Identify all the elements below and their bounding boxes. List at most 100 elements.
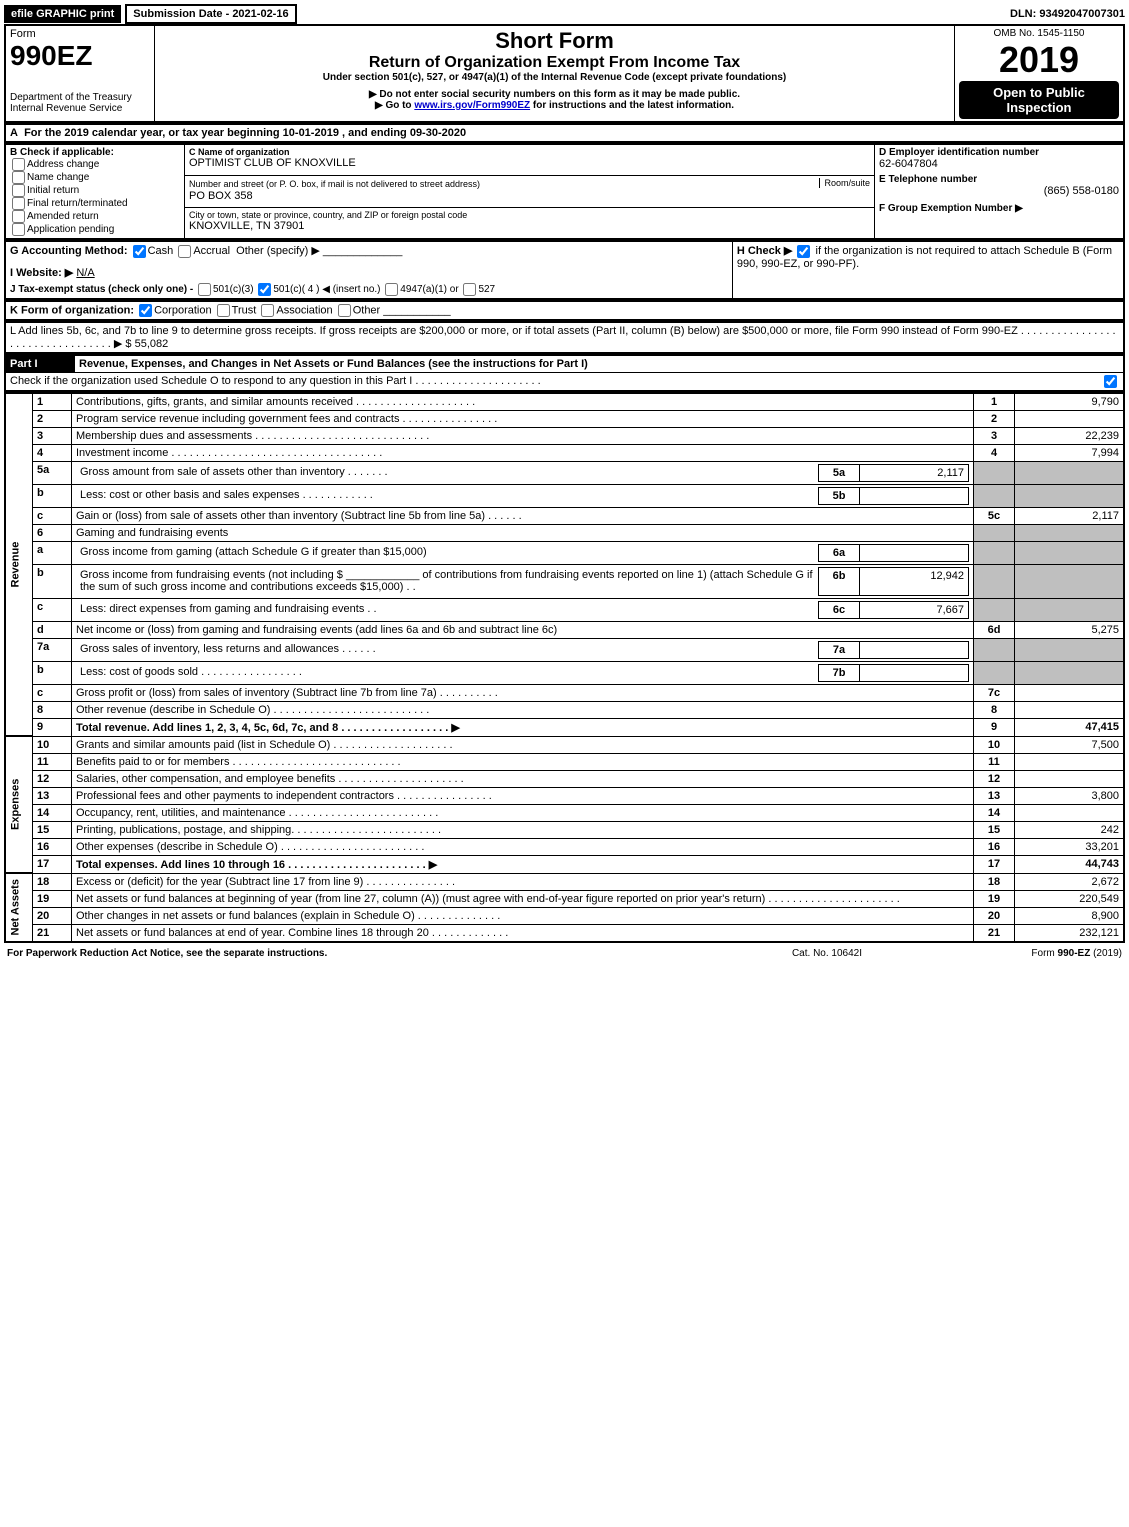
checkbox-final-return[interactable] xyxy=(12,197,25,210)
line-number: 6 xyxy=(33,524,72,541)
line-number: a xyxy=(33,541,72,564)
line-value: 2,117 xyxy=(1015,507,1125,524)
line-value: 2,672 xyxy=(1015,873,1125,890)
city-value: KNOXVILLE, TN 37901 xyxy=(189,220,870,232)
line-j-label: J Tax-exempt status (check only one) - xyxy=(10,284,196,295)
line-value xyxy=(1015,461,1125,484)
form-subtitle: Return of Organization Exempt From Incom… xyxy=(159,54,950,72)
table-row: cGross profit or (loss) from sales of in… xyxy=(5,684,1124,701)
line-description: Gaming and fundraising events xyxy=(72,524,974,541)
line-number: c xyxy=(33,598,72,621)
line-value xyxy=(1015,804,1125,821)
checkbox-association[interactable] xyxy=(261,304,274,317)
line-key: 21 xyxy=(974,924,1015,942)
line-key: 15 xyxy=(974,821,1015,838)
line-value: 47,415 xyxy=(1015,718,1125,736)
line-value xyxy=(1015,484,1125,507)
irs-link[interactable]: www.irs.gov/Form990EZ xyxy=(414,100,530,111)
checkbox-4947[interactable] xyxy=(385,283,398,296)
opt-trust: Trust xyxy=(232,304,257,316)
line-key: 14 xyxy=(974,804,1015,821)
line-l: L Add lines 5b, 6c, and 7b to line 9 to … xyxy=(4,321,1125,354)
line-g-label: G Accounting Method: xyxy=(10,245,128,257)
ssn-warning: ▶ Do not enter social security numbers o… xyxy=(159,89,950,100)
checkbox-501c[interactable] xyxy=(258,283,271,296)
checkbox-amended-return[interactable] xyxy=(12,210,25,223)
line-number: 10 xyxy=(33,736,72,753)
table-row: 13Professional fees and other payments t… xyxy=(5,787,1124,804)
gh-block: G Accounting Method: Cash Accrual Other … xyxy=(4,240,1125,300)
line-key: 12 xyxy=(974,770,1015,787)
checkbox-cash[interactable] xyxy=(133,245,146,258)
line-value xyxy=(1015,753,1125,770)
room-label: Room/suite xyxy=(819,178,870,188)
line-number: 16 xyxy=(33,838,72,855)
line-description: Excess or (deficit) for the year (Subtra… xyxy=(72,873,974,890)
line-key: 7c xyxy=(974,684,1015,701)
cash-label: Cash xyxy=(148,245,174,257)
submission-date-button[interactable]: Submission Date - 2021-02-16 xyxy=(125,4,296,24)
table-row: Expenses10Grants and similar amounts pai… xyxy=(5,736,1124,753)
line-key: 8 xyxy=(974,701,1015,718)
line-number: 5a xyxy=(33,461,72,484)
section-label: Expenses xyxy=(5,736,33,873)
line-description: Less: cost of goods sold . . . . . . . .… xyxy=(72,661,974,684)
line-key: 17 xyxy=(974,855,1015,873)
line-value: 5,275 xyxy=(1015,621,1125,638)
checkbox-address-change[interactable] xyxy=(12,158,25,171)
footer-right: Form 990-EZ (2019) xyxy=(911,947,1123,960)
opt-501c3: 501(c)(3) xyxy=(213,284,254,295)
line-description: Net income or (loss) from gaming and fun… xyxy=(72,621,974,638)
goto-suffix: for instructions and the latest informat… xyxy=(533,100,734,111)
line-number: b xyxy=(33,484,72,507)
checkbox-name-change[interactable] xyxy=(12,171,25,184)
line-number: 19 xyxy=(33,890,72,907)
line-number: 2 xyxy=(33,410,72,427)
line-description: Other expenses (describe in Schedule O) … xyxy=(72,838,974,855)
part1-title: Revenue, Expenses, and Changes in Net As… xyxy=(75,355,1125,373)
checkbox-trust[interactable] xyxy=(217,304,230,317)
checkbox-schedule-b[interactable] xyxy=(797,245,810,258)
form-word: Form xyxy=(10,28,150,40)
checkbox-527[interactable] xyxy=(463,283,476,296)
line-description: Net assets or fund balances at beginning… xyxy=(72,890,974,907)
line-value xyxy=(1015,598,1125,621)
tax-year: 2019 xyxy=(959,39,1119,81)
checkbox-accrual[interactable] xyxy=(178,245,191,258)
line-description: Membership dues and assessments . . . . … xyxy=(72,427,974,444)
table-row: cGain or (loss) from sale of assets othe… xyxy=(5,507,1124,524)
line-value: 242 xyxy=(1015,821,1125,838)
checkbox-application-pending[interactable] xyxy=(12,223,25,236)
line-description: Investment income . . . . . . . . . . . … xyxy=(72,444,974,461)
line-h-text: if the organization is not required to a… xyxy=(737,245,1112,270)
box-e-label: E Telephone number xyxy=(879,174,1119,185)
line-value xyxy=(1015,770,1125,787)
checkbox-501c3[interactable] xyxy=(198,283,211,296)
other-label: Other (specify) ▶ xyxy=(236,245,320,257)
table-row: 3Membership dues and assessments . . . .… xyxy=(5,427,1124,444)
dln-label: DLN: 93492047007301 xyxy=(1010,8,1125,20)
line-number: 1 xyxy=(33,393,72,411)
opt-4947: 4947(a)(1) or xyxy=(400,284,458,295)
checkbox-other-org[interactable] xyxy=(338,304,351,317)
part1-label: Part I xyxy=(5,355,75,373)
part1-table: Revenue1Contributions, gifts, grants, an… xyxy=(4,392,1125,943)
line-number: b xyxy=(33,564,72,598)
line-number: 8 xyxy=(33,701,72,718)
table-row: 7aGross sales of inventory, less returns… xyxy=(5,638,1124,661)
table-row: bLess: cost of goods sold . . . . . . . … xyxy=(5,661,1124,684)
checkbox-initial-return[interactable] xyxy=(12,184,25,197)
line-value: 44,743 xyxy=(1015,855,1125,873)
box-f-label: F Group Exemption Number ▶ xyxy=(879,203,1119,214)
line-description: Gross sales of inventory, less returns a… xyxy=(72,638,974,661)
checkbox-schedule-o[interactable] xyxy=(1104,375,1117,388)
checkbox-corporation[interactable] xyxy=(139,304,152,317)
line-i-label: I Website: ▶ xyxy=(10,267,73,279)
line-description: Professional fees and other payments to … xyxy=(72,787,974,804)
top-bar: efile GRAPHIC print Submission Date - 20… xyxy=(4,4,1125,24)
line-description: Total expenses. Add lines 10 through 16 … xyxy=(72,855,974,873)
line-number: 15 xyxy=(33,821,72,838)
addr-label: Number and street (or P. O. box, if mail… xyxy=(189,179,480,189)
opt-other-org: Other xyxy=(353,304,381,316)
efile-print-button[interactable]: efile GRAPHIC print xyxy=(4,5,121,23)
